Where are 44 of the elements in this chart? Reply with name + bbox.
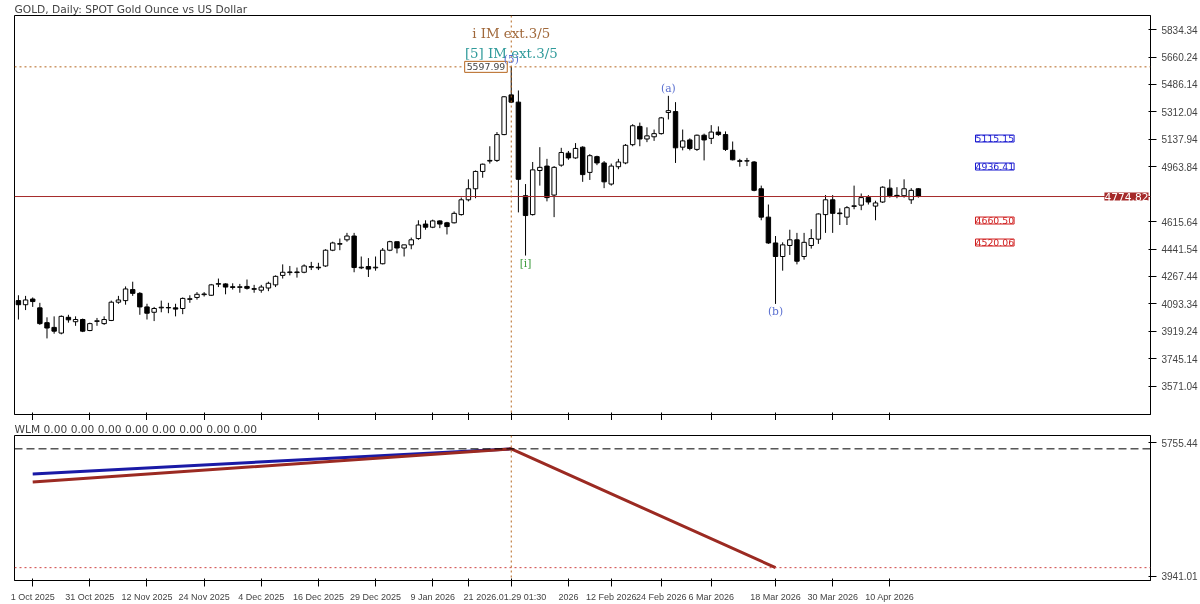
y-tick-label: 4963.84 — [1161, 161, 1199, 173]
annotation: 4660.50 — [975, 215, 1015, 227]
annotation: 4936.41 — [975, 161, 1015, 173]
y-tick-label: 5486.14 — [1161, 79, 1199, 91]
y-tick-label: 4093.34 — [1161, 298, 1199, 310]
x-tick-label: 24 Feb 2026 — [635, 591, 687, 602]
y-tick-label: 3571.04 — [1161, 381, 1199, 393]
y-tick-label: 5660.24 — [1161, 52, 1199, 64]
x-tick-label: 2026.01.29 01:30 — [476, 591, 547, 602]
x-tick-label: 21 — [463, 591, 474, 602]
ref-line-label: 5597.99 — [466, 61, 506, 73]
annotation: (a) — [661, 81, 676, 95]
x-tick-label: 4 Dec 2025 — [238, 591, 285, 602]
annotation: [i] — [519, 256, 532, 270]
chart-title: GOLD, Daily: SPOT Gold Ounce vs US Dollar — [14, 2, 248, 16]
x-tick-label: 2026 — [558, 591, 579, 602]
x-tick-label: 12 Nov 2025 — [121, 591, 173, 602]
y-tick-label: 4267.44 — [1161, 271, 1199, 283]
ref-line-label: 4774.82 — [1104, 190, 1149, 204]
y-tick-label: 5137.94 — [1161, 134, 1199, 146]
x-tick-label: 24 Nov 2025 — [178, 591, 230, 602]
x-tick-label: 29 Dec 2025 — [350, 591, 402, 602]
annotation: 4520.06 — [975, 237, 1015, 249]
y-tick-label: 4441.54 — [1161, 244, 1199, 256]
annotation: 5115.15 — [975, 133, 1015, 145]
x-tick-label: 30 Mar 2026 — [807, 591, 858, 602]
annotation: (b) — [767, 304, 784, 318]
chart-title: WLM 0.00 0.00 0.00 0.00 0.00 0.00 0.00 0.00 — [14, 422, 258, 436]
x-tick-label: 9 Jan 2026 — [410, 591, 455, 602]
y-tick-label: 5834.34 — [1161, 24, 1199, 36]
y-tick-label: 5755.44 — [1161, 437, 1199, 449]
y-tick-label: 3941.01 — [1161, 571, 1199, 583]
x-tick-label: 6 Mar 2026 — [688, 591, 735, 602]
x-tick-label: 16 Dec 2025 — [292, 591, 344, 602]
x-tick-label: 12 Feb 2026 — [585, 591, 637, 602]
x-tick-label: 1 Oct 2025 — [10, 591, 55, 602]
y-tick-label: 5312.04 — [1161, 106, 1199, 118]
y-tick-label: 3919.24 — [1161, 326, 1199, 338]
x-tick-label: 31 Oct 2025 — [65, 591, 115, 602]
y-tick-label: 3745.14 — [1161, 353, 1199, 365]
annotation: i IM ext.3/5 — [472, 25, 551, 41]
y-tick-label: 4615.64 — [1161, 216, 1199, 228]
x-tick-label: 18 Mar 2026 — [750, 591, 801, 602]
x-tick-label: 10 Apr 2026 — [865, 591, 914, 602]
